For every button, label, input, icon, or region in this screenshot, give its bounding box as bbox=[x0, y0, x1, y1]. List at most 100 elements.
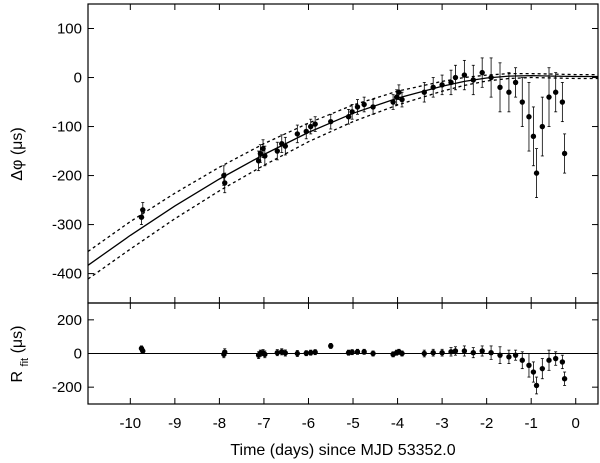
top-y-axis-title: Δφ (μs) bbox=[9, 127, 26, 180]
data-point bbox=[308, 349, 314, 356]
data-point bbox=[559, 359, 566, 365]
bottom-y-tick-label: -200 bbox=[52, 379, 82, 396]
data-point bbox=[552, 355, 559, 362]
data-point bbox=[328, 118, 334, 125]
data-point bbox=[530, 369, 537, 375]
x-tick-label: -9 bbox=[168, 415, 181, 432]
data-point bbox=[274, 148, 281, 154]
data-point bbox=[361, 349, 367, 355]
x-tick-label: -7 bbox=[257, 415, 270, 432]
data-point bbox=[439, 82, 445, 88]
data-point bbox=[530, 133, 537, 140]
data-point bbox=[260, 145, 266, 152]
data-point bbox=[312, 121, 318, 127]
data-point bbox=[546, 357, 552, 363]
x-tick-label: -8 bbox=[213, 415, 226, 432]
fit-curve bbox=[87, 74, 598, 266]
data-point bbox=[393, 94, 400, 100]
data-point bbox=[370, 350, 376, 357]
top-y-ticks: 100 0 -100 -200 -300 -400 bbox=[52, 21, 598, 283]
data-point bbox=[461, 348, 468, 354]
top-fit-curves bbox=[87, 72, 598, 280]
data-point bbox=[561, 150, 568, 157]
data-point bbox=[294, 131, 301, 137]
data-point bbox=[561, 376, 568, 382]
data-point bbox=[448, 349, 454, 355]
data-point bbox=[274, 349, 281, 356]
data-point bbox=[519, 99, 525, 105]
data-point bbox=[222, 349, 228, 355]
data-point bbox=[328, 343, 334, 349]
bottom-y-ticks: 200 0 -200 bbox=[52, 312, 598, 396]
data-point bbox=[262, 153, 268, 159]
x-tick-label: -6 bbox=[302, 415, 315, 432]
data-point bbox=[282, 350, 289, 356]
data-point bbox=[552, 89, 559, 95]
data-point bbox=[533, 170, 540, 176]
bottom-panel: 200 0 -200 R fit (μs) bbox=[9, 302, 599, 405]
x-tick-label: -10 bbox=[119, 415, 141, 432]
data-point bbox=[140, 348, 146, 354]
bottom-y-axis-title-sub: fit bbox=[19, 358, 31, 367]
data-point bbox=[470, 77, 476, 83]
data-point bbox=[506, 354, 512, 360]
data-point bbox=[140, 207, 146, 213]
data-point bbox=[354, 349, 361, 355]
data-point bbox=[479, 69, 485, 76]
data-point bbox=[308, 123, 314, 130]
data-point bbox=[282, 143, 289, 149]
data-point bbox=[294, 350, 301, 357]
data-point bbox=[519, 357, 525, 363]
x-tick-label: 0 bbox=[572, 415, 580, 432]
bottom-y-axis-title-unit: (μs) bbox=[9, 326, 26, 354]
data-point bbox=[488, 74, 494, 81]
data-point bbox=[399, 96, 405, 103]
bottom-y-tick-label: 0 bbox=[74, 346, 82, 363]
bottom-y-tick-label: 200 bbox=[57, 312, 82, 329]
top-y-tick-label: 100 bbox=[57, 21, 82, 38]
bottom-data-points bbox=[138, 342, 568, 395]
data-point bbox=[221, 172, 227, 179]
data-point bbox=[421, 89, 427, 95]
data-point bbox=[354, 104, 361, 110]
top-panel: 100 0 -100 -200 -300 -400 Δφ (μs) bbox=[9, 3, 599, 304]
data-point bbox=[370, 104, 376, 110]
x-tick-label: -3 bbox=[435, 415, 448, 432]
fit-bound-curve bbox=[87, 72, 598, 253]
data-point bbox=[497, 352, 503, 358]
data-point bbox=[396, 89, 402, 95]
data-point bbox=[452, 74, 459, 81]
data-point bbox=[262, 351, 268, 358]
data-point bbox=[479, 348, 485, 354]
data-point bbox=[439, 349, 445, 356]
data-point bbox=[349, 109, 355, 115]
x-axis-title: Time (days) since MJD 53352.0 bbox=[230, 442, 455, 459]
data-point bbox=[512, 79, 519, 86]
data-point bbox=[448, 79, 454, 86]
data-point bbox=[399, 350, 405, 357]
x-tick-label: -2 bbox=[480, 415, 493, 432]
x-tick-label: -1 bbox=[525, 415, 538, 432]
top-data-points bbox=[138, 57, 568, 225]
data-point bbox=[303, 350, 309, 356]
data-point bbox=[546, 94, 552, 100]
data-point bbox=[488, 349, 494, 356]
data-point bbox=[539, 123, 546, 130]
data-point bbox=[257, 150, 264, 157]
data-point bbox=[452, 348, 459, 354]
top-y-tick-label: -200 bbox=[52, 168, 82, 185]
top-y-tick-label: -100 bbox=[52, 119, 82, 136]
top-y-tick-label: 0 bbox=[74, 70, 82, 87]
data-point bbox=[533, 382, 540, 389]
data-point bbox=[430, 84, 436, 91]
data-point bbox=[512, 352, 519, 358]
top-plot-frame bbox=[87, 3, 599, 304]
data-point bbox=[361, 101, 367, 108]
data-point bbox=[222, 180, 228, 186]
x-tick-label: -4 bbox=[391, 415, 404, 432]
data-point bbox=[312, 349, 318, 355]
data-point bbox=[461, 72, 468, 78]
bottom-y-axis-title: R fit (μs) bbox=[9, 326, 31, 383]
top-y-tick-label: -400 bbox=[52, 266, 82, 283]
